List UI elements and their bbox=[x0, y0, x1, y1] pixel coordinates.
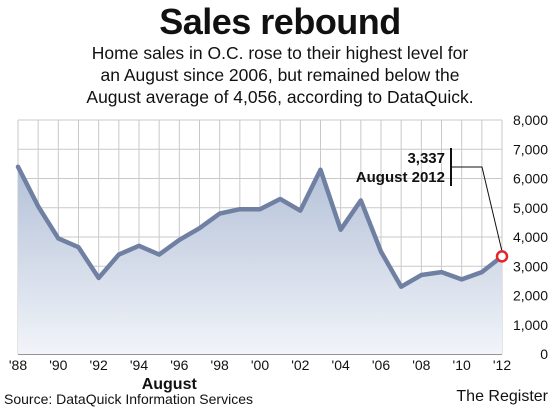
annotation-value: 3,337 bbox=[407, 150, 445, 167]
x-tick-label: '88 bbox=[9, 357, 27, 373]
x-axis-title: August bbox=[142, 376, 198, 393]
x-tick-label: '92 bbox=[90, 357, 108, 373]
x-tick-label: '96 bbox=[170, 357, 188, 373]
chart-title: Sales rebound bbox=[159, 1, 401, 42]
x-tick-label: '04 bbox=[332, 357, 350, 373]
y-tick-label: 2,000 bbox=[513, 288, 548, 304]
y-tick-label: 1,000 bbox=[513, 317, 548, 333]
x-tick-label: '90 bbox=[49, 357, 67, 373]
y-tick-label: 8,000 bbox=[513, 112, 548, 128]
annotation-leader bbox=[451, 166, 503, 252]
highlight-point bbox=[495, 250, 509, 263]
publisher-credit: The Register bbox=[456, 388, 548, 405]
subtitle-line: Home sales in O.C. rose to their highest… bbox=[91, 43, 469, 63]
x-tick-label: '06 bbox=[372, 357, 390, 373]
x-tick-label: '08 bbox=[412, 357, 430, 373]
x-tick-label: '00 bbox=[251, 357, 269, 373]
x-tick-label: '98 bbox=[211, 357, 229, 373]
annotation-label: August 2012 bbox=[356, 169, 445, 186]
series-area bbox=[18, 166, 502, 354]
chart-subtitle: Home sales in O.C. rose to their highest… bbox=[0, 42, 560, 108]
series-line bbox=[15, 164, 505, 289]
x-tick-label: '02 bbox=[291, 357, 309, 373]
y-tick-label: 6,000 bbox=[513, 171, 548, 187]
x-tick-label: '12 bbox=[493, 357, 511, 373]
y-tick-label: 5,000 bbox=[513, 200, 548, 216]
subtitle-line: an August since 2006, but remained below… bbox=[100, 65, 460, 85]
source-note: Source: DataQuick Information Services bbox=[4, 391, 253, 407]
x-tick-label: '94 bbox=[130, 357, 148, 373]
y-tick-label: 7,000 bbox=[513, 141, 548, 157]
y-tick-label: 0 bbox=[540, 346, 548, 362]
y-tick-label: 4,000 bbox=[513, 229, 548, 245]
y-tick-label: 3,000 bbox=[513, 258, 548, 274]
x-tick-label: '10 bbox=[453, 357, 471, 373]
subtitle-line: August average of 4,056, according to Da… bbox=[86, 87, 474, 107]
